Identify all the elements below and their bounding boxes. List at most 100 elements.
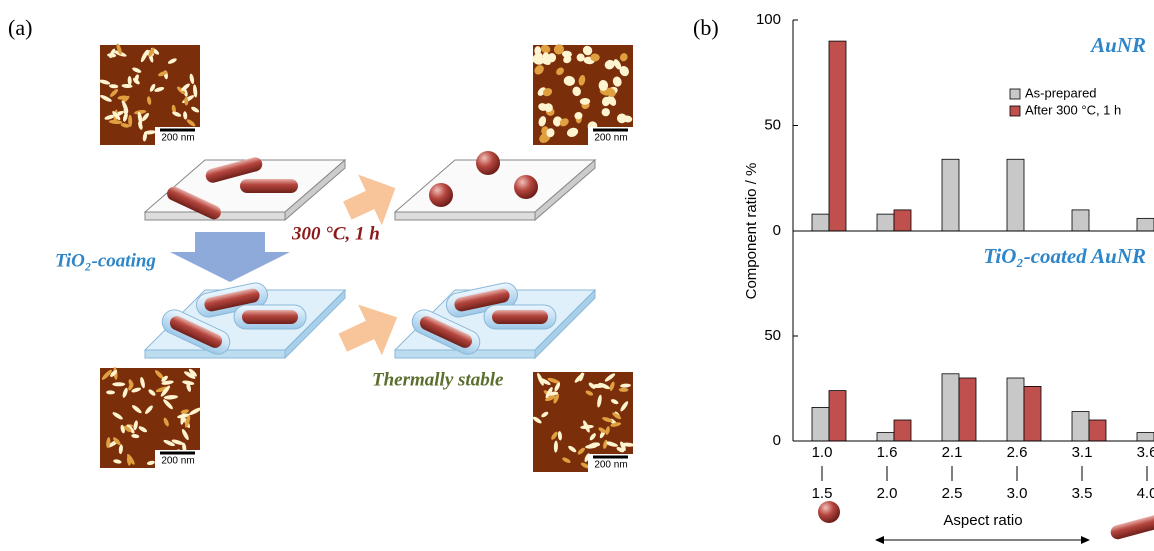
particle [163, 439, 175, 447]
particle [585, 390, 594, 396]
particle [143, 130, 156, 135]
particle [193, 84, 198, 98]
bar [1071, 411, 1090, 442]
bar [941, 158, 960, 232]
panel-title: TiO₂-coated AuNR [983, 244, 1146, 268]
particle [540, 44, 551, 54]
particle [183, 111, 188, 120]
particle [607, 95, 617, 106]
bar [876, 432, 895, 442]
particle [613, 59, 622, 70]
particle [154, 87, 165, 92]
x-axis-label: Aspect ratio [943, 512, 1022, 529]
particle [163, 399, 173, 410]
particle [189, 73, 195, 85]
particle [145, 405, 153, 414]
particle [149, 83, 156, 92]
particle [547, 53, 557, 63]
scale-bar-label: 200 nm [161, 133, 194, 144]
particle [101, 369, 112, 380]
particle [113, 459, 122, 464]
x-tick-label: 3.6 [1137, 444, 1154, 461]
particle [112, 111, 121, 121]
particle [112, 412, 123, 420]
particle [140, 376, 145, 389]
bar [1136, 217, 1154, 232]
particle [580, 462, 590, 469]
panel-title: AuNR [1089, 33, 1146, 57]
particle [612, 76, 622, 87]
particle [579, 97, 591, 105]
bar [1088, 419, 1107, 442]
particle [620, 401, 629, 412]
particle [131, 405, 142, 414]
particle [126, 455, 132, 466]
particle [138, 426, 148, 433]
x-tick-label: 2.1 [942, 444, 963, 461]
particle [604, 373, 616, 382]
particle [545, 386, 553, 399]
particle [619, 65, 629, 77]
particle [107, 53, 117, 58]
x-tick-label: 1.0 [812, 444, 833, 461]
particle [189, 407, 202, 415]
bar [1023, 385, 1042, 442]
particle [123, 112, 128, 122]
y-tick-label: 50 [764, 327, 781, 344]
y-tick-label: 0 [773, 432, 781, 449]
particle [137, 111, 143, 125]
particle [191, 106, 200, 113]
particle [154, 370, 164, 379]
bar [811, 213, 830, 232]
particle [172, 111, 182, 117]
legend-swatch [1009, 88, 1021, 100]
particle [127, 76, 132, 86]
y-tick-label: 50 [764, 116, 781, 133]
particle [110, 369, 118, 377]
particle [128, 382, 134, 391]
particle [597, 394, 602, 408]
x-tick-label: 3.1 [1072, 444, 1093, 461]
particle [601, 108, 610, 117]
coated-nanorods [161, 282, 557, 355]
particle [566, 127, 579, 137]
particle [548, 391, 559, 396]
coating-label: TiO₂-coating [55, 250, 156, 271]
x-tick-label: 4.0 [1137, 485, 1154, 502]
x-tick-label: 2.6 [1007, 444, 1028, 461]
particle [582, 45, 593, 56]
particle [117, 95, 128, 100]
particle [602, 417, 613, 423]
particle [544, 103, 553, 112]
particle [621, 442, 635, 447]
particle [578, 74, 586, 86]
particle [171, 439, 184, 445]
particle [589, 433, 596, 441]
particle [158, 70, 168, 77]
particle [553, 440, 558, 453]
bar [893, 419, 912, 442]
legend-label: As-prepared [1025, 85, 1097, 100]
particle [532, 416, 542, 424]
bar [958, 377, 977, 442]
particle [142, 112, 150, 122]
arrows [170, 174, 1090, 544]
particle [604, 59, 615, 70]
particle [553, 393, 560, 404]
legend-swatch [1009, 105, 1021, 117]
particle [132, 67, 142, 73]
afm-images: 200 nm 200 nm 200 nm 200 nm [99, 43, 635, 472]
particle [140, 49, 149, 63]
particle [161, 375, 168, 382]
scale-bar-label: 200 nm [594, 133, 627, 144]
x-tick-label: 2.5 [942, 485, 963, 502]
bar [893, 209, 912, 232]
panel-label: (a) [8, 15, 32, 40]
particle [184, 415, 191, 428]
x-tick-label: 1.5 [812, 485, 833, 502]
particle [576, 53, 585, 62]
particle [118, 444, 123, 455]
particle [142, 132, 147, 142]
particle [552, 118, 561, 127]
particle [606, 441, 615, 447]
